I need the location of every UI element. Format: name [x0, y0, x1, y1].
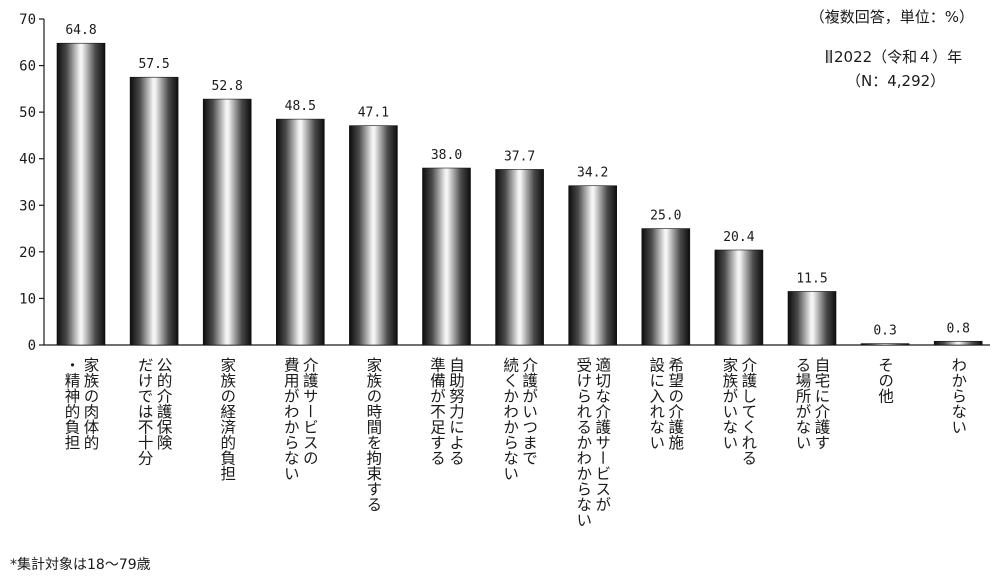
data-label: 0.8: [946, 321, 969, 336]
bar: [422, 167, 471, 346]
data-label: 64.8: [65, 23, 96, 38]
category-label: 自助努力による: [447, 357, 465, 466]
data-label: 37.7: [504, 149, 535, 164]
legend-label: 2022（令和４）年: [834, 48, 963, 66]
legend-swatch: [826, 50, 832, 63]
unit-note: （複数回答，単位：%）: [809, 8, 974, 26]
category-label: 設に入れない: [647, 357, 665, 450]
category-label: 家族の経済的負担: [218, 357, 236, 482]
category-label: 介護がいつまで: [520, 357, 538, 466]
category-label: その他: [876, 357, 894, 405]
category-label: ・精神的負担: [63, 357, 81, 450]
y-tick-label: 60: [19, 59, 36, 75]
bar: [275, 118, 325, 346]
category-label: 続くかわからない: [501, 357, 519, 481]
data-label: 57.5: [138, 57, 169, 72]
bar: [714, 249, 764, 346]
bar: [495, 169, 544, 346]
bar: [56, 42, 106, 346]
category-label: 費用がわからない: [282, 357, 300, 481]
data-labels: 64.8 57.5 52.8 48.5 47.1 38.0 37.7 34.2 25.0 20.4…: [65, 23, 970, 338]
legend: 2022（令和４）年: [826, 46, 962, 67]
bar: [202, 98, 252, 346]
y-tick-label: 50: [19, 105, 36, 121]
data-label: 0.3: [873, 324, 896, 339]
category-label: 介護サービスの: [301, 357, 319, 466]
axes: 0 10 20 30 40 50 60 70: [19, 12, 990, 354]
y-tick-label: 30: [19, 198, 36, 214]
data-label: 34.2: [577, 166, 608, 181]
category-label: る場所がない: [794, 357, 812, 450]
y-tick-label: 20: [19, 245, 36, 261]
y-tick-label: 70: [19, 12, 36, 28]
category-label: 希望の介護施: [666, 357, 684, 452]
data-label: 48.5: [285, 99, 316, 114]
category-label: だけでは不十分: [136, 357, 154, 467]
category-label: 公的介護保険: [155, 357, 173, 450]
bar: [860, 343, 910, 346]
data-label: 47.1: [358, 106, 389, 121]
data-label: 25.0: [650, 209, 681, 224]
bars: [56, 42, 983, 346]
category-label: 家族の肉体的: [82, 357, 100, 452]
category-label: 準備が不足する: [428, 357, 446, 466]
bar: [568, 185, 618, 346]
footnote: *集計対象は18〜79歳: [10, 557, 151, 573]
category-label: 自宅に介護す: [813, 357, 831, 451]
data-label: 38.0: [431, 148, 462, 163]
category-label: 受けられるかわからない: [574, 357, 592, 528]
category-label: 介護してくれる: [739, 357, 757, 466]
sample-size: （N：4,292）: [846, 72, 946, 90]
data-label: 52.8: [212, 79, 243, 94]
category-label: 適切な介護サービスが: [593, 357, 611, 513]
data-label: 20.4: [723, 230, 754, 245]
category-label: 家族がいない: [720, 357, 738, 450]
category-label: 家族の時間を拘束する: [364, 357, 382, 512]
data-label: 11.5: [796, 271, 827, 286]
bar: [349, 125, 398, 346]
category-label: わからない: [949, 357, 967, 435]
bar: [129, 76, 179, 346]
y-tick-label: 10: [19, 291, 36, 307]
bar: [641, 228, 691, 346]
y-tick-label: 40: [19, 152, 36, 168]
y-tick-label: 0: [28, 338, 36, 354]
bar: [933, 340, 983, 346]
bar: [787, 291, 837, 346]
